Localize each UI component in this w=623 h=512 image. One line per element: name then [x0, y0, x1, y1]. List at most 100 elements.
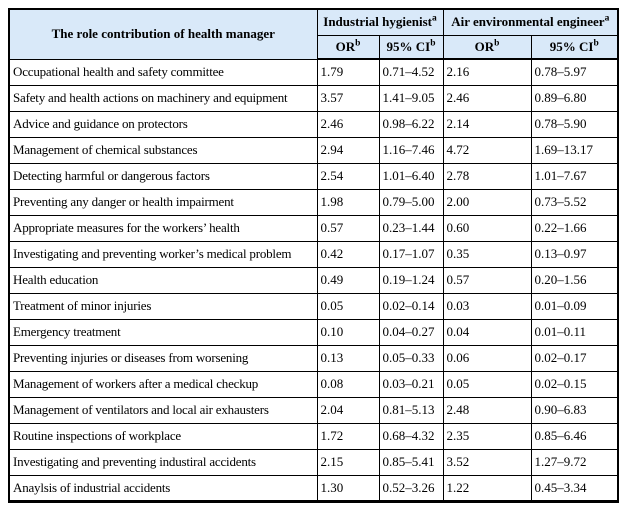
group-header-air-environmental-engineer: Air environmental engineera	[442, 8, 619, 36]
or-cell-air-environmental-engineer: 2.78	[442, 162, 532, 190]
or-cell-industrial-hygienist: 1.98	[316, 188, 380, 216]
ci-cell-air-environmental-engineer: 0.89–6.80	[530, 84, 619, 112]
ci-cell-industrial-hygienist: 0.19–1.24	[378, 266, 444, 294]
or-label: OR	[335, 38, 356, 54]
footnote-marker-a: a	[432, 13, 437, 24]
role-cell: Treatment of minor injuries	[8, 292, 318, 320]
header-sub-row: ORb 95% CIb ORb 95% CIb	[9, 34, 619, 60]
role-column-header: The role contribution of health manager	[8, 8, 318, 60]
role-cell: Management of chemical substances	[8, 136, 318, 164]
odds-ratio-table: The role contribution of health manager …	[8, 8, 620, 503]
or-cell-industrial-hygienist: 2.46	[316, 110, 380, 138]
group-header-label: Air environmental engineer	[451, 14, 605, 30]
ci-cell-air-environmental-engineer: 1.01–7.67	[530, 162, 619, 190]
ci-cell-air-environmental-engineer: 0.02–0.15	[530, 370, 619, 398]
group-header-industrial-hygienist: Industrial hygienista	[316, 8, 444, 36]
role-cell: Management of ventilators and local air …	[8, 396, 318, 424]
ci-cell-air-environmental-engineer: 0.13–0.97	[530, 240, 619, 268]
or-cell-industrial-hygienist: 2.94	[316, 136, 380, 164]
or-cell-industrial-hygienist: 0.49	[316, 266, 380, 294]
footnote-marker-b: b	[494, 38, 500, 49]
ci-cell-air-environmental-engineer: 0.45–3.34	[530, 474, 619, 503]
ci-cell-air-environmental-engineer: 0.78–5.90	[530, 110, 619, 138]
table-row: Management of workers after a medical ch…	[8, 370, 619, 398]
ci-cell-industrial-hygienist: 1.41–9.05	[378, 84, 444, 112]
table-row: Preventing any danger or health impairme…	[8, 188, 619, 216]
ci-cell-industrial-hygienist: 0.79–5.00	[378, 188, 444, 216]
or-cell-air-environmental-engineer: 2.00	[442, 188, 532, 216]
or-cell-air-environmental-engineer: 0.35	[442, 240, 532, 268]
or-cell-industrial-hygienist: 0.57	[316, 214, 380, 242]
table-row: Emergency treatment 0.10 0.04–0.27 0.04 0.01…	[8, 318, 619, 346]
ci-column-header-ae: 95% CIb	[530, 34, 619, 60]
role-cell: Detecting harmful or dangerous factors	[8, 162, 318, 190]
table-row: Investigating and preventing industiral …	[8, 448, 619, 476]
role-cell: Anaylsis of industrial accidents	[8, 474, 318, 503]
role-cell: Safety and health actions on machinery a…	[8, 84, 318, 112]
ci-cell-industrial-hygienist: 0.23–1.44	[378, 214, 444, 242]
ci-cell-industrial-hygienist: 0.17–1.07	[378, 240, 444, 268]
ci-cell-air-environmental-engineer: 0.02–0.17	[530, 344, 619, 372]
table-body: Occupational health and safety committee…	[8, 58, 619, 503]
or-cell-industrial-hygienist: 0.10	[316, 318, 380, 346]
table-header: The role contribution of health manager …	[8, 8, 619, 60]
table-row: Safety and health actions on machinery a…	[8, 84, 619, 112]
ci-cell-industrial-hygienist: 0.02–0.14	[378, 292, 444, 320]
or-cell-industrial-hygienist: 0.13	[316, 344, 380, 372]
ci-cell-air-environmental-engineer: 0.78–5.97	[530, 58, 619, 86]
table-row: Routine inspections of workplace 1.72 0.68…	[8, 422, 619, 450]
ci-cell-industrial-hygienist: 0.81–5.13	[378, 396, 444, 424]
ci-cell-air-environmental-engineer: 0.73–5.52	[530, 188, 619, 216]
ci-cell-industrial-hygienist: 0.68–4.32	[378, 422, 444, 450]
role-cell: Management of workers after a medical ch…	[8, 370, 318, 398]
or-cell-air-environmental-engineer: 4.72	[442, 136, 532, 164]
ci-cell-air-environmental-engineer: 0.01–0.09	[530, 292, 619, 320]
role-cell: Appropriate measures for the workers’ he…	[8, 214, 318, 242]
role-cell: Advice and guidance on protectors	[8, 110, 318, 138]
ci-column-header-ih: 95% CIb	[378, 34, 444, 60]
role-cell: Preventing injuries or diseases from wor…	[8, 344, 318, 372]
or-cell-air-environmental-engineer: 0.06	[442, 344, 532, 372]
or-cell-air-environmental-engineer: 1.22	[442, 474, 532, 503]
or-cell-air-environmental-engineer: 0.57	[442, 266, 532, 294]
ci-cell-air-environmental-engineer: 0.20–1.56	[530, 266, 619, 294]
table-row: Advice and guidance on protectors 2.46 0.9…	[8, 110, 619, 138]
table-row: Health education 0.49 0.19–1.24 0.57 0.20–1.…	[8, 266, 619, 294]
ci-cell-industrial-hygienist: 0.98–6.22	[378, 110, 444, 138]
role-cell: Investigating and preventing worker’s me…	[8, 240, 318, 268]
table-row: Anaylsis of industrial accidents 1.30 0.52…	[8, 474, 619, 503]
or-column-header-ae: ORb	[442, 34, 532, 60]
role-cell: Routine inspections of workplace	[8, 422, 318, 450]
footnote-marker-b: b	[593, 38, 599, 49]
ci-cell-industrial-hygienist: 0.04–0.27	[378, 318, 444, 346]
table-row: Appropriate measures for the workers’ he…	[8, 214, 619, 242]
header-group-row: The role contribution of health manager …	[8, 8, 619, 60]
ci-cell-industrial-hygienist: 0.71–4.52	[378, 58, 444, 86]
group-header-label: Industrial hygienist	[323, 14, 432, 30]
ci-label: 95% CI	[549, 38, 594, 54]
ci-cell-air-environmental-engineer: 1.69–13.17	[530, 136, 619, 164]
or-cell-industrial-hygienist: 3.57	[316, 84, 380, 112]
footnote-marker-b: b	[430, 38, 436, 49]
or-cell-industrial-hygienist: 1.72	[316, 422, 380, 450]
ci-cell-industrial-hygienist: 1.01–6.40	[378, 162, 444, 190]
or-cell-air-environmental-engineer: 2.16	[442, 58, 532, 86]
ci-cell-air-environmental-engineer: 0.90–6.83	[530, 396, 619, 424]
or-cell-air-environmental-engineer: 3.52	[442, 448, 532, 476]
ci-cell-industrial-hygienist: 0.03–0.21	[378, 370, 444, 398]
or-cell-industrial-hygienist: 2.04	[316, 396, 380, 424]
or-cell-air-environmental-engineer: 2.48	[442, 396, 532, 424]
ci-cell-industrial-hygienist: 0.05–0.33	[378, 344, 444, 372]
or-cell-air-environmental-engineer: 0.60	[442, 214, 532, 242]
role-cell: Investigating and preventing industiral …	[8, 448, 318, 476]
or-label: OR	[474, 38, 495, 54]
or-cell-air-environmental-engineer: 2.46	[442, 84, 532, 112]
footnote-marker-b: b	[355, 38, 361, 49]
table-row: Management of chemical substances 2.94 1.1…	[8, 136, 619, 164]
role-cell: Preventing any danger or health impairme…	[8, 188, 318, 216]
role-column-title: The role contribution of health manager	[51, 26, 275, 42]
table-row: Detecting harmful or dangerous factors 2.…	[8, 162, 619, 190]
or-cell-industrial-hygienist: 0.05	[316, 292, 380, 320]
or-cell-industrial-hygienist: 2.15	[316, 448, 380, 476]
